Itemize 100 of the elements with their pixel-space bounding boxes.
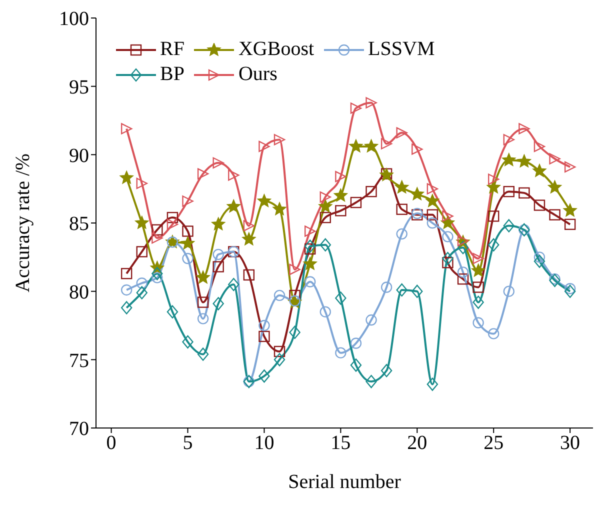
point [350, 102, 362, 114]
point [366, 314, 377, 326]
point [136, 286, 148, 300]
point [228, 278, 240, 292]
point [120, 284, 132, 296]
point [243, 269, 255, 281]
point [152, 266, 163, 280]
point [380, 282, 392, 293]
point [426, 378, 438, 391]
point [503, 286, 514, 297]
y-tick-label: 70 [69, 418, 89, 440]
point [212, 248, 224, 260]
point [335, 170, 346, 182]
point [564, 161, 576, 173]
point [274, 290, 286, 302]
point [303, 257, 317, 270]
point [442, 231, 454, 242]
point [258, 320, 270, 332]
point [196, 270, 210, 284]
point [472, 264, 485, 277]
point [318, 200, 332, 212]
point [274, 353, 286, 366]
point [488, 328, 500, 340]
point [410, 187, 424, 200]
point [442, 210, 454, 222]
point [289, 264, 300, 276]
point [503, 219, 514, 232]
point [396, 204, 408, 215]
point [120, 170, 134, 184]
point [120, 268, 132, 280]
point [197, 296, 209, 308]
point [335, 347, 346, 358]
x-tick-label: 25 [484, 432, 504, 454]
point [412, 284, 423, 298]
point [320, 306, 331, 318]
point [274, 134, 286, 146]
point [136, 246, 148, 258]
point [366, 374, 377, 388]
point [518, 123, 530, 134]
point [350, 196, 362, 208]
point [472, 317, 484, 328]
point [242, 232, 256, 246]
point [243, 220, 255, 232]
point [366, 186, 377, 198]
point [320, 238, 331, 252]
y-tick-label: 80 [69, 281, 89, 304]
point [212, 157, 224, 168]
point [197, 348, 209, 361]
point [396, 127, 408, 138]
point [120, 123, 132, 134]
point [532, 164, 546, 177]
point [289, 326, 300, 339]
point [534, 200, 546, 211]
point [564, 284, 576, 298]
x-tick-label: 5 [182, 432, 193, 454]
point [548, 180, 562, 194]
point [304, 276, 316, 288]
point [289, 290, 300, 302]
y-axis-title: Accuracy rate /% [12, 154, 34, 292]
point [258, 194, 271, 207]
legend-label: RF [160, 38, 184, 61]
point [304, 226, 316, 237]
point [395, 180, 409, 194]
point [534, 252, 546, 263]
point [258, 330, 270, 342]
point [166, 212, 178, 224]
point [488, 238, 500, 252]
point [320, 212, 331, 224]
point [136, 278, 148, 289]
point [166, 305, 178, 318]
point [274, 346, 286, 358]
point [518, 187, 530, 199]
point [350, 358, 362, 372]
point [226, 200, 240, 212]
point [486, 180, 500, 194]
point [304, 243, 316, 255]
point [534, 140, 546, 152]
point [380, 364, 392, 378]
point [212, 297, 224, 310]
point [488, 174, 500, 185]
point [197, 168, 209, 180]
x-tick-label: 15 [330, 432, 351, 454]
point [181, 236, 194, 250]
point [364, 139, 378, 152]
point [197, 313, 209, 324]
point [442, 257, 454, 268]
point [335, 205, 346, 216]
point [503, 186, 514, 198]
x-tick-label: 0 [106, 432, 116, 454]
point [228, 170, 240, 181]
point [272, 202, 286, 216]
y-tick-label: 95 [69, 76, 89, 98]
point [166, 218, 178, 230]
x-tick-label: 30 [560, 432, 580, 454]
point [182, 196, 194, 207]
point [396, 283, 408, 297]
point [472, 296, 484, 309]
point [503, 134, 514, 146]
point [304, 240, 316, 253]
x-tick-label: 10 [254, 432, 274, 454]
